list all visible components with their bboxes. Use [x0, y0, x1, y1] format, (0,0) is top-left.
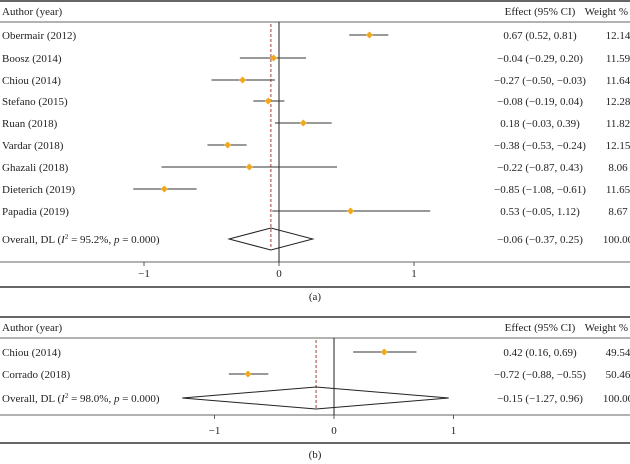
study-label: Chiou (2014)	[2, 75, 61, 87]
effect-marker	[365, 31, 373, 39]
effect-marker	[347, 207, 355, 215]
header-effect: Effect (95% CI)	[505, 322, 576, 334]
weight-text: 12.15	[606, 140, 630, 152]
weight-text: 11.65	[606, 184, 630, 196]
header-study: Author (year)	[2, 6, 63, 18]
overall-weight-text: 100.00	[603, 393, 630, 405]
overall-label: Overall, DL (I2 = 98.0%, p = 0.000)	[2, 392, 160, 405]
overall-label-p-symbol: p	[113, 234, 120, 246]
overall-label-p-symbol: p	[113, 393, 120, 405]
study-label: Corrado (2018)	[2, 369, 70, 381]
header-study: Author (year)	[2, 322, 63, 334]
overall-label-i2-sup: 2	[65, 392, 69, 400]
effect-marker	[380, 348, 388, 356]
study-label: Papadia (2019)	[2, 206, 69, 218]
overall-diamond	[227, 227, 315, 251]
overall-label-label-suffix: = 0.000)	[119, 393, 159, 405]
overall-label-label-mid: = 95.2%,	[68, 234, 114, 246]
effect-marker	[299, 119, 307, 127]
effect-marker	[244, 370, 252, 378]
weight-text: 11.59	[606, 53, 630, 65]
weight-text: 49.54	[606, 347, 630, 359]
effect-ci-text: 0.53 (−0.05, 1.12)	[500, 206, 580, 218]
study-label: Chiou (2014)	[2, 347, 61, 359]
overall-effect-text: −0.06 (−0.37, 0.25)	[497, 234, 583, 246]
effect-marker	[239, 76, 247, 84]
study-label: Obermair (2012)	[2, 30, 77, 42]
effect-marker	[160, 185, 168, 193]
weight-text: 8.67	[608, 206, 628, 218]
overall-label-label-mid: = 98.0%,	[68, 393, 114, 405]
weight-text: 11.64	[606, 75, 630, 87]
study-label: Ghazali (2018)	[2, 162, 69, 174]
effect-ci-text: −0.27 (−0.50, −0.03)	[494, 75, 586, 87]
forest-panel-a: Author (year) Effect (95% CI) Weight % Ober…	[0, 0, 630, 303]
x-tick-label: −1	[138, 268, 150, 280]
x-tick-label: 1	[411, 268, 417, 280]
study-row: Chiou (2014) 0.42 (0.16, 0.69) 49.54	[2, 347, 630, 359]
effect-marker	[264, 97, 272, 105]
weight-text: 8.06	[608, 162, 628, 174]
study-row: Ghazali (2018) −0.22 (−0.87, 0.43) 8.06	[2, 162, 628, 174]
panel-label: (b)	[309, 449, 322, 461]
effect-marker	[270, 54, 278, 62]
study-row: Ruan (2018) 0.18 (−0.03, 0.39) 11.82	[2, 118, 630, 130]
weight-text: 50.46	[606, 369, 630, 381]
study-row: Corrado (2018) −0.72 (−0.88, −0.55) 50.46	[2, 369, 630, 381]
x-tick-label: 0	[276, 268, 282, 280]
overall-label-i2-sup: 2	[65, 233, 69, 241]
overall-label-label-prefix: Overall, DL (	[2, 234, 61, 246]
header-effect: Effect (95% CI)	[505, 6, 576, 18]
study-label: Dieterich (2019)	[2, 184, 75, 196]
effect-ci-text: −0.85 (−1.08, −0.61)	[494, 184, 586, 196]
effect-marker	[224, 141, 232, 149]
study-row: Vardar (2018) −0.38 (−0.53, −0.24) 12.15	[2, 140, 630, 152]
study-label: Vardar (2018)	[2, 140, 64, 152]
overall-label-i2-symbol: I	[60, 234, 66, 246]
study-row: Chiou (2014) −0.27 (−0.50, −0.03) 11.64	[2, 75, 630, 87]
overall-weight-text: 100.00	[603, 234, 630, 246]
header-weight: Weight %	[585, 322, 628, 334]
x-tick-label: 1	[451, 425, 457, 437]
forest-panel-b: Author (year) Effect (95% CI) Weight % Chio…	[0, 316, 630, 461]
overall-label-label-suffix: = 0.000)	[119, 234, 159, 246]
study-row: Boosz (2014) −0.04 (−0.29, 0.20) 11.59	[2, 53, 630, 65]
study-label: Stefano (2015)	[2, 96, 68, 108]
study-row: Papadia (2019) 0.53 (−0.05, 1.12) 8.67	[2, 206, 628, 218]
study-row: Obermair (2012) 0.67 (0.52, 0.81) 12.14	[2, 30, 630, 42]
overall-label-i2-symbol: I	[60, 393, 66, 405]
effect-ci-text: −0.38 (−0.53, −0.24)	[494, 140, 586, 152]
weight-text: 12.14	[606, 30, 630, 42]
panel-label: (a)	[309, 291, 322, 303]
study-label: Boosz (2014)	[2, 53, 62, 65]
study-row: Dieterich (2019) −0.85 (−1.08, −0.61) 11.6…	[2, 184, 630, 196]
effect-ci-text: 0.18 (−0.03, 0.39)	[500, 118, 580, 130]
study-row: Stefano (2015) −0.08 (−0.19, 0.04) 12.28	[2, 96, 630, 108]
overall-label-label-prefix: Overall, DL (	[2, 393, 61, 405]
effect-ci-text: 0.42 (0.16, 0.69)	[503, 347, 577, 359]
overall-label: Overall, DL (I2 = 95.2%, p = 0.000)	[2, 233, 160, 246]
weight-text: 12.28	[606, 96, 630, 108]
study-label: Ruan (2018)	[2, 118, 58, 130]
effect-marker	[245, 163, 253, 171]
overall-effect-text: −0.15 (−1.27, 0.96)	[497, 393, 583, 405]
effect-ci-text: 0.67 (0.52, 0.81)	[503, 30, 577, 42]
x-tick-label: 0	[331, 425, 337, 437]
effect-ci-text: −0.08 (−0.19, 0.04)	[497, 96, 583, 108]
x-tick-label: −1	[209, 425, 221, 437]
weight-text: 11.82	[606, 118, 630, 130]
overall-diamond	[182, 386, 449, 410]
effect-ci-text: −0.04 (−0.29, 0.20)	[497, 53, 583, 65]
header-weight: Weight %	[585, 6, 628, 18]
effect-ci-text: −0.72 (−0.88, −0.55)	[494, 369, 586, 381]
effect-ci-text: −0.22 (−0.87, 0.43)	[497, 162, 583, 174]
